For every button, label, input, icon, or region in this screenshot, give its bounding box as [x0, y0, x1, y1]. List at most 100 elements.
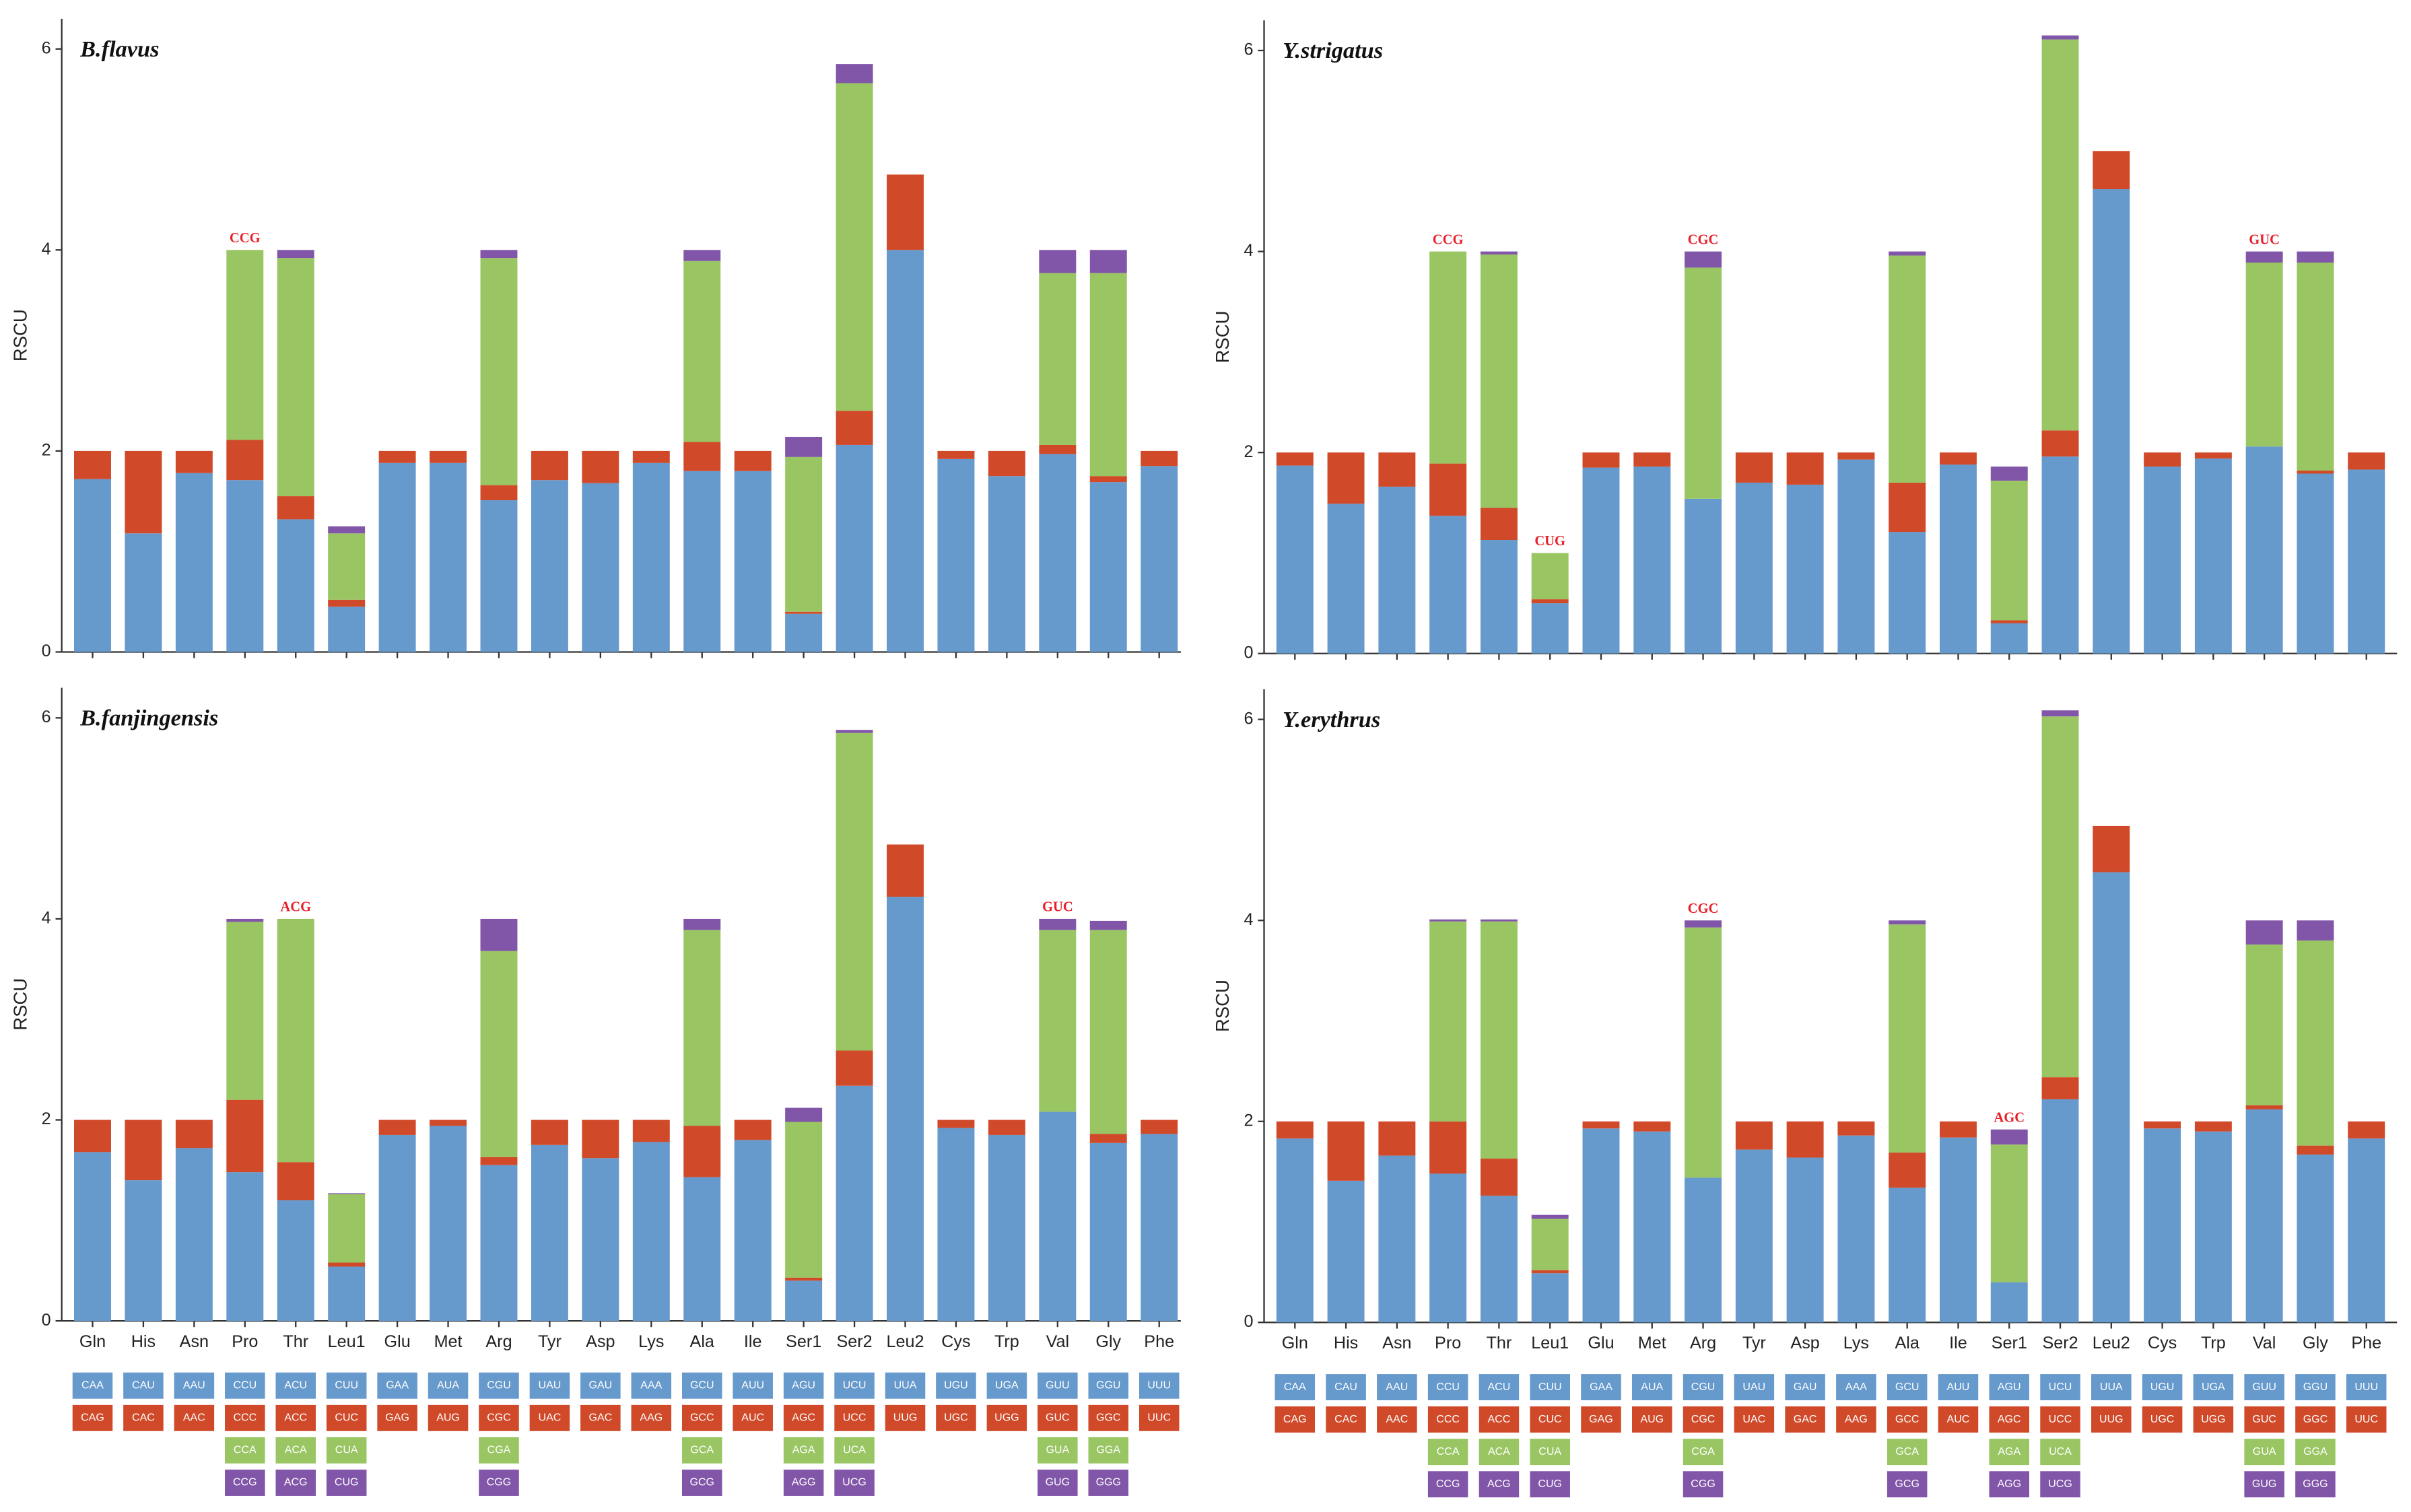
bar-segment [1480, 919, 1518, 922]
bar-segment [1327, 452, 1365, 504]
codon-label: CCA [1437, 1445, 1460, 1457]
bar-segment [1480, 251, 1518, 255]
codon-label: CAC [132, 1412, 155, 1424]
bar-segment [1531, 553, 1569, 600]
codon-box [1377, 1374, 1417, 1401]
bar-segment [1633, 1121, 1671, 1132]
bar-segment [74, 450, 111, 479]
bar-segment [2348, 452, 2385, 470]
codon-box [1088, 1404, 1129, 1431]
bar-segment [1889, 1153, 1926, 1188]
bar-segment [1531, 603, 1569, 654]
x-tick-label: Cys [941, 1332, 970, 1351]
codon-box [174, 1372, 215, 1399]
codon-box [2193, 1374, 2234, 1401]
codon-label: AAA [640, 1379, 662, 1391]
codon-label: GUC [1046, 1412, 1070, 1424]
bar-segment [1429, 463, 1467, 516]
codon-box [2193, 1406, 2234, 1433]
codon-box [479, 1404, 519, 1431]
codon-box [275, 1404, 316, 1431]
codon-label: AGU [792, 1379, 815, 1391]
codon-label: AAU [1386, 1381, 1408, 1393]
bar-segment [2041, 716, 2079, 1078]
codon-label: AGC [792, 1412, 815, 1424]
codon-label: ACU [1488, 1381, 1511, 1393]
bar-segment [1786, 484, 1824, 654]
bar-segment [785, 1122, 823, 1278]
bar-segment [74, 1152, 111, 1321]
bar-segment [2297, 251, 2334, 263]
bar-segment [226, 922, 264, 1100]
codon-box [1887, 1439, 1928, 1466]
bar-segment [734, 450, 772, 471]
bar-segment [2297, 1155, 2334, 1323]
codon-box [733, 1372, 773, 1399]
y-tick-label: 4 [1244, 910, 1253, 929]
bar-segment [2245, 263, 2283, 447]
bar-segment [226, 480, 264, 652]
codon-label: UAC [539, 1412, 562, 1424]
codon-label: CAA [1284, 1381, 1306, 1393]
codon-label: UGG [994, 1412, 1019, 1424]
codon-box [1989, 1374, 2030, 1401]
codon-label: CCG [233, 1476, 257, 1488]
bar-segment [1633, 452, 1671, 467]
bar-segment [328, 1194, 366, 1263]
codon-label: UAU [1742, 1381, 1765, 1393]
codon-box [885, 1372, 926, 1399]
codon-label: GGA [1096, 1444, 1120, 1456]
codon-label: UUA [2100, 1381, 2123, 1393]
codon-label: AAA [1845, 1381, 1867, 1393]
codon-box [2091, 1374, 2132, 1401]
annotation: CUG [1534, 534, 1565, 549]
codon-box [2295, 1439, 2336, 1466]
codon-box [2040, 1406, 2080, 1433]
codon-label: GUC [2252, 1413, 2276, 1425]
y-tick-label: 2 [42, 441, 51, 460]
bar-segment [2194, 1131, 2232, 1323]
codon-label: GAC [1794, 1413, 1817, 1425]
codon-label: GGU [2303, 1381, 2328, 1393]
codon-box [2142, 1406, 2183, 1433]
y-tick-label: 6 [1244, 40, 1253, 59]
bar-segment [1378, 1121, 1416, 1156]
bar-segment [226, 918, 264, 922]
codon-box [1038, 1470, 1078, 1496]
codon-label: UCC [843, 1412, 867, 1424]
codon-label: UGC [944, 1412, 968, 1424]
bar-segment [1039, 444, 1077, 454]
y-tick-label: 4 [1244, 241, 1253, 260]
bar-segment [74, 1120, 111, 1153]
bar-segment [2297, 920, 2334, 941]
codon-box [1785, 1406, 1825, 1433]
x-tick-label: Thr [1487, 1334, 1512, 1352]
bar-segment [328, 1262, 366, 1267]
bar-segment [430, 1126, 467, 1321]
codon-box [225, 1437, 265, 1464]
codon-label: AUU [1947, 1381, 1970, 1393]
codon-box [2295, 1406, 2336, 1433]
bar-segment [2041, 35, 2079, 40]
annotation: CGC [1688, 901, 1719, 916]
bar-segment [328, 526, 366, 534]
bar-segment [1582, 1128, 1620, 1323]
codon-box [326, 1372, 367, 1399]
codon-box [1139, 1372, 1180, 1399]
bar-segment [2093, 825, 2130, 872]
y-tick-label: 2 [42, 1109, 51, 1128]
bar-segment [785, 1280, 823, 1321]
codon-box [225, 1470, 265, 1496]
codon-label: UGA [995, 1379, 1019, 1391]
bar-segment [277, 1162, 314, 1200]
codon-box [1530, 1471, 1570, 1498]
x-tick-label: Phe [1144, 1332, 1174, 1351]
annotation: CCG [1433, 232, 1464, 247]
bar-segment [2245, 944, 2283, 1105]
x-tick-label: Leu1 [328, 1332, 366, 1351]
bar-segment [2041, 39, 2079, 431]
bar-segment [1990, 480, 2028, 621]
codon-label: CUA [1538, 1445, 1561, 1457]
bar-segment [1990, 620, 2028, 623]
bar-segment [1939, 452, 1977, 465]
